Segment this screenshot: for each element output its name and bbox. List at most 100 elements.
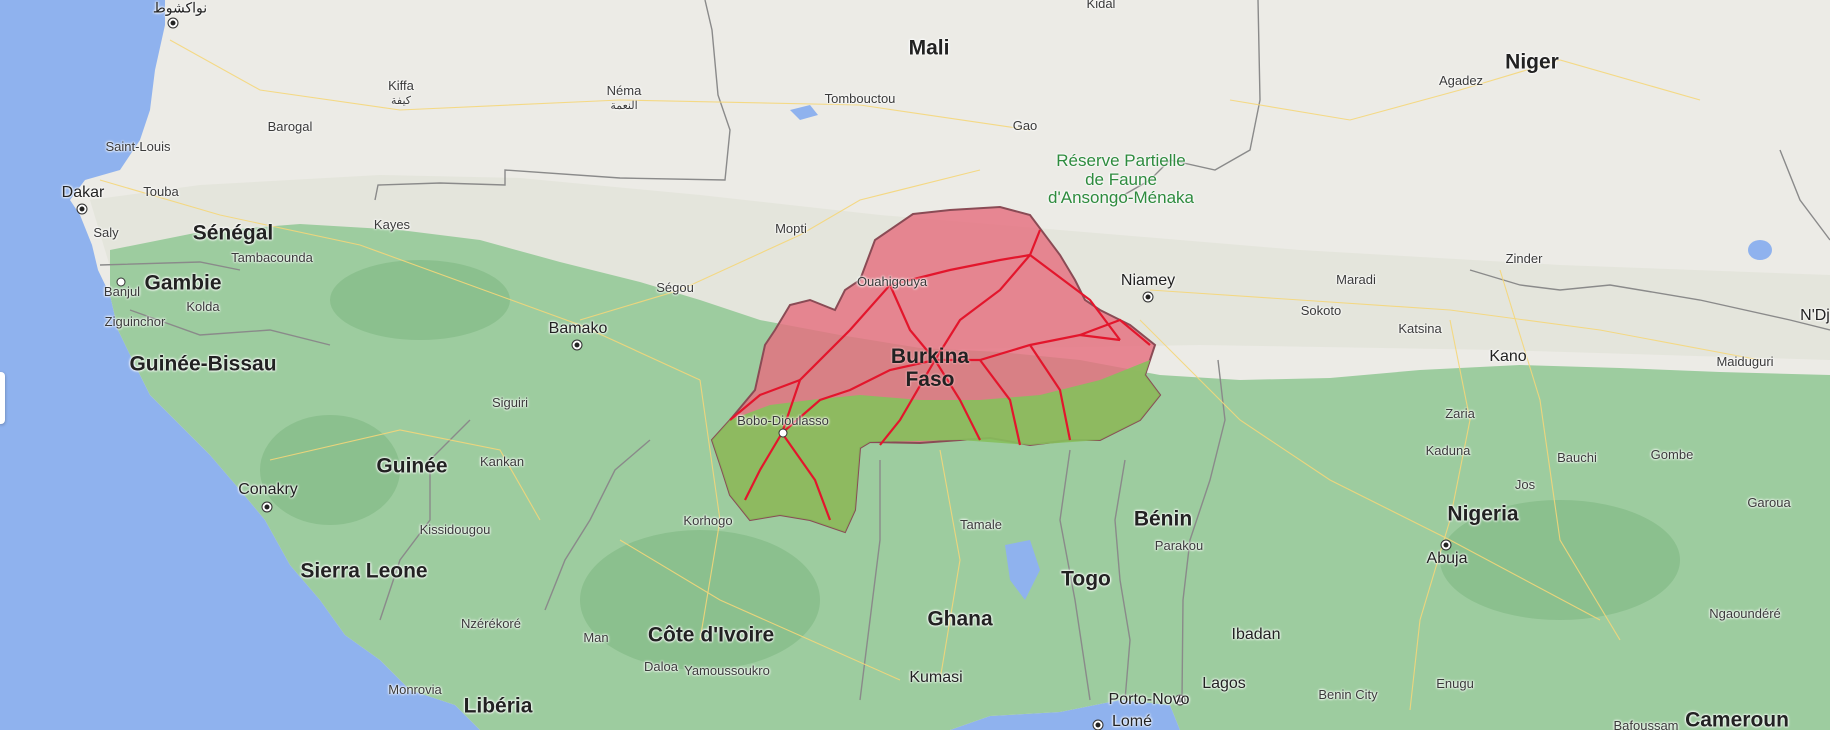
city-label-korhogo: Korhogo xyxy=(683,512,733,528)
city-label-yamoussoukro: Yamoussoukro xyxy=(684,662,770,678)
city-label-parakou: Parakou xyxy=(1154,537,1204,553)
city-label-bauchi: Bauchi xyxy=(1557,449,1597,465)
forest-patch xyxy=(1440,500,1680,620)
city-label-siguiri: Siguiri xyxy=(491,394,529,410)
city-label-segou: Ségou xyxy=(656,279,694,295)
city-label-gombe: Gombe xyxy=(1650,446,1694,462)
country-label-guinee-bissau: Guinée-Bissau xyxy=(129,352,277,376)
reserve-line2: de Faune xyxy=(1085,169,1157,189)
lake-volta xyxy=(1005,540,1040,600)
reserve-label: Réserve Partielle de Faune d'Ansongo-Mén… xyxy=(1048,151,1194,208)
bobo-dioulasso-marker xyxy=(778,428,788,438)
capital-label-niamey: Niamey xyxy=(1120,272,1176,290)
city-label-gao: Gao xyxy=(1012,117,1038,133)
capital-label-dakar: Dakar xyxy=(61,184,105,202)
city-label-agadez: Agadez xyxy=(1438,72,1484,88)
city-label-nzerekore: Nzérékoré xyxy=(461,615,521,631)
land-vegetation xyxy=(110,224,1830,730)
abuja-marker xyxy=(1440,539,1452,551)
city-label-lagos: Lagos xyxy=(1202,675,1246,693)
lake xyxy=(790,105,818,120)
city-label-kolda: Kolda xyxy=(186,298,220,314)
city-label-zaria: Zaria xyxy=(1445,405,1475,421)
city-label-tombouctou: Tombouctou xyxy=(824,90,896,106)
country-borders xyxy=(99,0,1830,701)
lake-chad xyxy=(1748,240,1772,260)
city-label-kiffa-ar: كيفة xyxy=(390,94,412,107)
city-label-nema: Néma xyxy=(606,82,642,98)
city-label-saly: Saly xyxy=(93,224,119,240)
city-label-barogal: Barogal xyxy=(267,118,313,134)
country-label-togo: Togo xyxy=(1061,567,1111,591)
city-label-benin-city: Benin City xyxy=(1318,686,1378,702)
country-label-senegal: Sénégal xyxy=(192,221,274,245)
city-label-bafoussam: Bafoussam xyxy=(1613,717,1679,730)
city-label-kiffa: Kiffa xyxy=(388,77,414,93)
country-label-gambie: Gambie xyxy=(144,271,222,295)
forest-patch xyxy=(260,415,400,525)
porto-novo-marker xyxy=(1174,694,1186,706)
city-label-katsina: Katsina xyxy=(1398,320,1442,336)
burkina-label-line1: Burkina xyxy=(890,344,970,368)
forest-patch xyxy=(330,260,510,340)
capital-label-lome: Lomé xyxy=(1111,713,1153,730)
city-label-kano: Kano xyxy=(1489,348,1527,366)
dakar-marker xyxy=(76,203,88,215)
banjul-marker xyxy=(116,277,126,287)
country-label-mali: Mali xyxy=(908,36,950,60)
city-label-ouahigouya: Ouahigouya xyxy=(856,273,928,289)
city-label-maiduguri: Maiduguri xyxy=(1716,353,1774,369)
city-label-ndjamena: N'Dj xyxy=(1800,307,1830,325)
country-label-liberia: Libéria xyxy=(463,694,533,718)
city-label-saint-louis: Saint-Louis xyxy=(105,138,171,154)
capital-label-bamako: Bamako xyxy=(548,320,608,338)
city-label-enugu: Enugu xyxy=(1436,675,1474,691)
city-label-kidal: Kidal xyxy=(1086,0,1116,11)
country-label-ghana: Ghana xyxy=(927,607,993,631)
burkina-label-line2: Faso xyxy=(905,368,955,391)
country-label-benin: Bénin xyxy=(1133,507,1193,531)
city-label-kayes: Kayes xyxy=(373,216,411,232)
city-label-garoua: Garoua xyxy=(1747,494,1791,510)
city-label-touba: Touba xyxy=(143,183,179,199)
capital-label-porto-novo: Porto-Novo xyxy=(1108,691,1190,709)
country-label-guinee: Guinée xyxy=(376,454,448,478)
city-label-man: Man xyxy=(583,629,609,645)
forest-patch xyxy=(580,530,820,670)
city-label-kankan: Kankan xyxy=(479,453,525,469)
side-panel-toggle[interactable] xyxy=(0,372,5,424)
city-label-ngaoundere: Ngaoundéré xyxy=(1709,605,1781,621)
country-label-burkina-faso: Burkina Faso xyxy=(891,345,969,391)
city-label-tamale: Tamale xyxy=(960,516,1002,532)
burkina-roads xyxy=(729,229,1151,521)
country-label-cameroun: Cameroun xyxy=(1685,708,1789,730)
city-label-kissidougou: Kissidougou xyxy=(419,521,491,537)
city-label-bobo-dioulasso: Bobo-Dioulasso xyxy=(737,412,829,428)
city-label-maradi: Maradi xyxy=(1336,271,1376,287)
city-label-tambacounda: Tambacounda xyxy=(231,249,313,265)
city-label-sokoto: Sokoto xyxy=(1300,302,1342,318)
burkina-south-vegetation xyxy=(712,360,1160,532)
capital-label-nouakchott: نواكشوط xyxy=(152,0,208,16)
capital-label-conakry: Conakry xyxy=(238,481,298,499)
capital-label-banjul: Banjul xyxy=(103,283,141,299)
city-label-ziguinchor: Ziguinchor xyxy=(104,313,166,329)
city-label-kumasi: Kumasi xyxy=(909,669,963,687)
lome-marker xyxy=(1092,719,1104,730)
roads-network xyxy=(99,39,1761,711)
city-label-monrovia: Monrovia xyxy=(388,681,442,697)
city-label-nema-ar: النعمة xyxy=(610,99,638,112)
nouakchott-marker xyxy=(167,17,179,29)
conakry-marker xyxy=(261,501,273,513)
bamako-marker xyxy=(571,339,583,351)
capital-label-abuja: Abuja xyxy=(1426,550,1468,568)
country-label-nigeria: Nigeria xyxy=(1447,502,1519,526)
city-label-zinder: Zinder xyxy=(1505,250,1543,266)
country-label-niger: Niger xyxy=(1505,50,1559,74)
city-label-ibadan: Ibadan xyxy=(1231,626,1281,644)
country-label-sierra-leone: Sierra Leone xyxy=(300,559,428,583)
city-label-kaduna: Kaduna xyxy=(1425,442,1471,458)
city-label-daloa: Daloa xyxy=(644,658,678,674)
